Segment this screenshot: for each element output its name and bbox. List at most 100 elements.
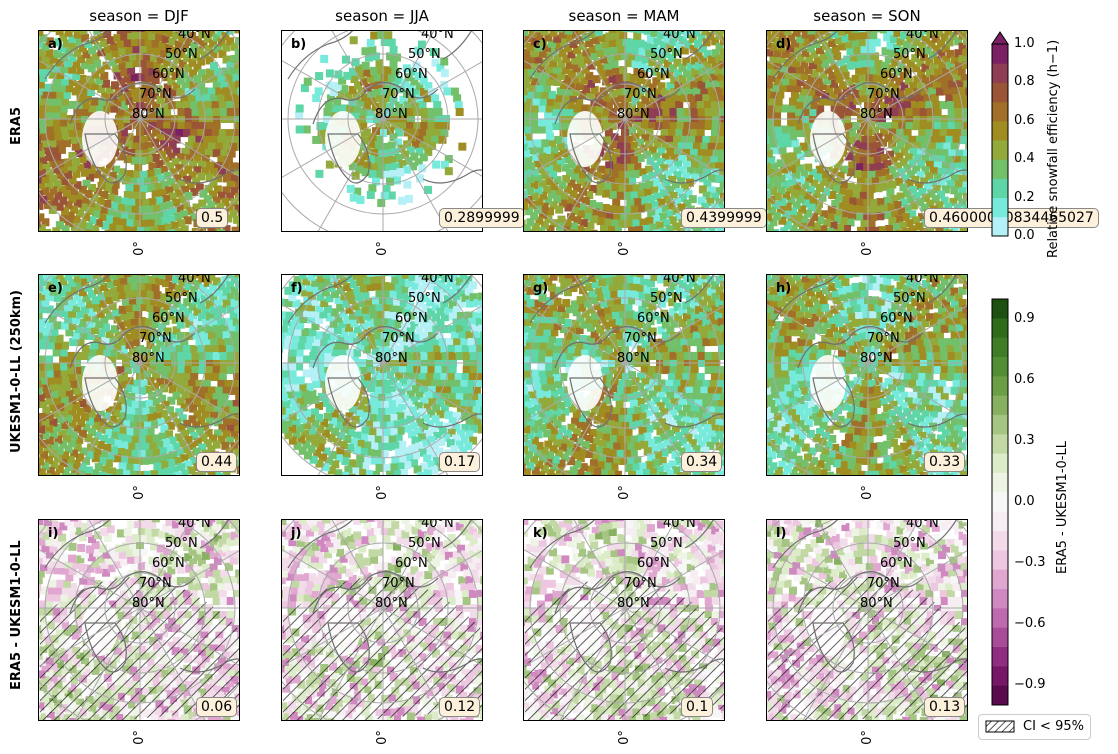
legend-hatch-swatch [985,720,1015,733]
longitude-label: 0° [131,241,147,256]
colorbar-bottom-tick: −0.9 [1014,676,1046,692]
panel-label: a) [48,37,63,52]
greenland-gap [567,111,603,167]
graticule [524,31,724,231]
colorbar-top-swatch [992,159,1008,179]
colorbar-top [991,31,1009,237]
graticule [39,520,239,720]
colorbar-bottom-swatch [992,395,1008,416]
panel-value-box: 0.2899999 [439,208,525,228]
polar-map-k [524,520,724,720]
map-panel-a: a) 40°N 50°N 60°N 70°N 80°N [38,30,240,232]
colorbar-bottom [991,298,1009,706]
greenland-gap [325,111,361,167]
greenland-gap [325,355,361,411]
latitude-label: 50°N [650,536,683,551]
latitude-label: 60°N [395,311,428,326]
latitude-label: 80°N [860,596,893,611]
panel-label: e) [48,281,63,296]
latitude-label: 60°N [880,556,913,571]
row-label-2: UKESM1-0-LL (250km) [9,290,24,453]
latitude-label: 40°N [178,274,211,286]
map-panel-e: e) 40°N 50°N 60°N 70°N 80°N [38,274,240,476]
row-label-1: ERA5 [9,107,24,145]
latitude-label: 50°N [165,536,198,551]
map-panel-k: k) 40°N 50°N 60°N 70°N 80°N [523,519,725,721]
coastlines [772,520,967,673]
column-title-1: season = DJF [89,7,189,25]
colorbar-bottom-swatch [992,685,1008,706]
longitude-label: 0° [374,485,390,500]
colorbar-bottom-swatch [992,569,1008,590]
longitude-label: 0° [131,730,147,745]
colorbar-top-swatch [992,216,1008,237]
panel-label: k) [533,526,548,541]
colorbar-top-tick: 0.4 [1014,151,1035,167]
latitude-label: 60°N [637,311,670,326]
colorbar-bottom-tick: 0.9 [1014,311,1035,327]
longitude-label: 0° [859,241,875,256]
latitude-label: 50°N [408,536,441,551]
coastlines [529,520,724,673]
latitude-label: 60°N [152,311,185,326]
coastlines [287,275,482,428]
latitude-label: 60°N [395,67,428,82]
polar-map-b [282,31,482,231]
panel-value-box: 0.4399999 [681,208,767,228]
greenland-gap [810,355,846,411]
colorbar-top-swatch [992,44,1008,64]
colorbar-top-tick: 0.0 [1014,228,1035,243]
colorbar-bottom-swatch [992,627,1008,648]
panel-value-box: 0.46000000834465027 [924,208,1099,228]
polar-map-f [282,275,482,475]
latitude-label: 40°N [906,274,939,286]
panel-value-box: 0.33 [924,452,966,472]
latitude-label: 50°N [165,47,198,62]
map-panel-g: g) 40°N 50°N 60°N 70°N 80°N [523,274,725,476]
coastlines [772,275,967,428]
colorbar-bottom-swatch [992,357,1008,377]
latitude-label: 50°N [893,536,926,551]
latitude-label: 50°N [650,291,683,306]
panel-label: f) [291,281,303,296]
latitude-label: 60°N [395,556,428,571]
latitude-label: 60°N [637,67,670,82]
panel-label: d) [776,37,792,52]
panel-value-box: 0.13 [924,697,966,717]
colorbar-top-swatch [992,82,1008,103]
latitude-label: 70°N [139,576,172,591]
polar-map-a [39,31,239,231]
longitude-label: 0° [616,241,632,256]
column-title-3: season = MAM [568,7,680,25]
latitude-label: 80°N [375,596,408,611]
polar-map-e [39,275,239,475]
colorbar-bottom-swatch [992,550,1008,571]
colorbar-top-swatch [992,140,1008,160]
latitude-label: 50°N [408,47,441,62]
coastlines [529,31,724,184]
colorbar-top-swatch [992,101,1008,122]
map-panel-f: f) 40°N 50°N 60°N 70°N 80°N [281,274,483,476]
colorbar-top-label: Relative snowfall efficiency (h−1) [1046,39,1061,258]
greenland-gap [810,111,846,167]
latitude-label: 70°N [382,87,415,102]
map-panel-c: c) 40°N 50°N 60°N 70°N 80°N [523,30,725,232]
panel-label: g) [533,281,549,296]
latitude-label: 60°N [637,556,670,571]
colorbar-bottom-swatch [992,608,1008,629]
latitude-label: 40°N [906,519,939,531]
coastlines [44,31,239,184]
latitude-label: 50°N [893,291,926,306]
latitude-label: 60°N [152,556,185,571]
latitude-label: 70°N [867,331,900,346]
colorbar-top-tick: 0.6 [1014,112,1035,128]
latitude-label: 80°N [375,107,408,122]
longitude-label: 0° [616,485,632,500]
polar-map-l [767,520,967,720]
longitude-label: 0° [374,241,390,256]
latitude-label: 80°N [132,351,165,366]
panel-label: h) [776,281,792,296]
latitude-label: 40°N [663,519,696,531]
latitude-label: 70°N [867,576,900,591]
colorbar-top-swatch [992,120,1008,141]
